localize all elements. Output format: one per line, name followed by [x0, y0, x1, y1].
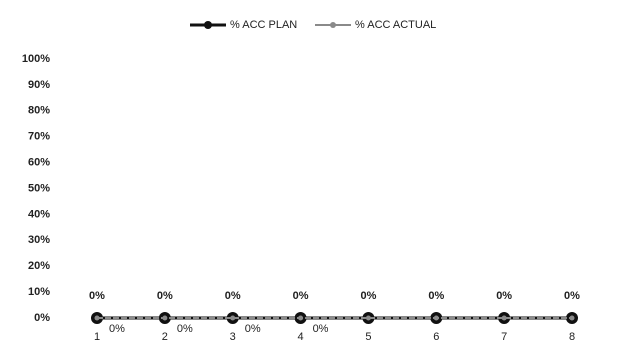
legend-label: % ACC ACTUAL: [355, 19, 436, 31]
point-marker: [433, 315, 439, 321]
point-marker: [298, 315, 304, 321]
point-marker: [569, 315, 575, 321]
x-tick-label: 3: [230, 331, 236, 343]
y-tick-label: 30%: [28, 234, 50, 246]
data-label: 0%: [245, 323, 261, 335]
data-label: 0%: [360, 290, 376, 302]
y-tick-label: 10%: [28, 286, 50, 298]
legend-marker: [204, 21, 212, 29]
legend-label: % ACC PLAN: [230, 19, 297, 31]
point-marker: [230, 315, 236, 321]
x-tick-label: 7: [501, 331, 507, 343]
y-tick-label: 70%: [28, 131, 50, 143]
y-tick-label: 80%: [28, 105, 50, 117]
data-label: 0%: [89, 290, 105, 302]
data-label: 0%: [564, 290, 580, 302]
x-tick-label: 5: [365, 331, 371, 343]
point-marker: [94, 315, 100, 321]
data-label: 0%: [177, 323, 193, 335]
x-tick-label: 2: [162, 331, 168, 343]
data-label: 0%: [109, 323, 125, 335]
data-label: 0%: [157, 290, 173, 302]
x-tick-label: 8: [569, 331, 575, 343]
x-tick-label: 1: [94, 331, 100, 343]
point-marker: [162, 315, 168, 321]
data-label: 0%: [428, 290, 444, 302]
point-marker: [501, 315, 507, 321]
x-tick-label: 4: [298, 331, 304, 343]
data-label: 0%: [496, 290, 512, 302]
y-tick-label: 100%: [22, 53, 50, 65]
y-tick-label: 0%: [34, 312, 50, 324]
x-tick-label: 6: [433, 331, 439, 343]
y-tick-label: 60%: [28, 157, 50, 169]
y-tick-label: 90%: [28, 79, 50, 91]
y-tick-label: 50%: [28, 182, 50, 194]
y-tick-label: 40%: [28, 208, 50, 220]
y-tick-label: 20%: [28, 260, 50, 272]
point-marker: [365, 315, 371, 321]
data-label: 0%: [225, 290, 241, 302]
data-label: 0%: [293, 290, 309, 302]
legend-marker: [330, 22, 336, 28]
data-label: 0%: [313, 323, 329, 335]
